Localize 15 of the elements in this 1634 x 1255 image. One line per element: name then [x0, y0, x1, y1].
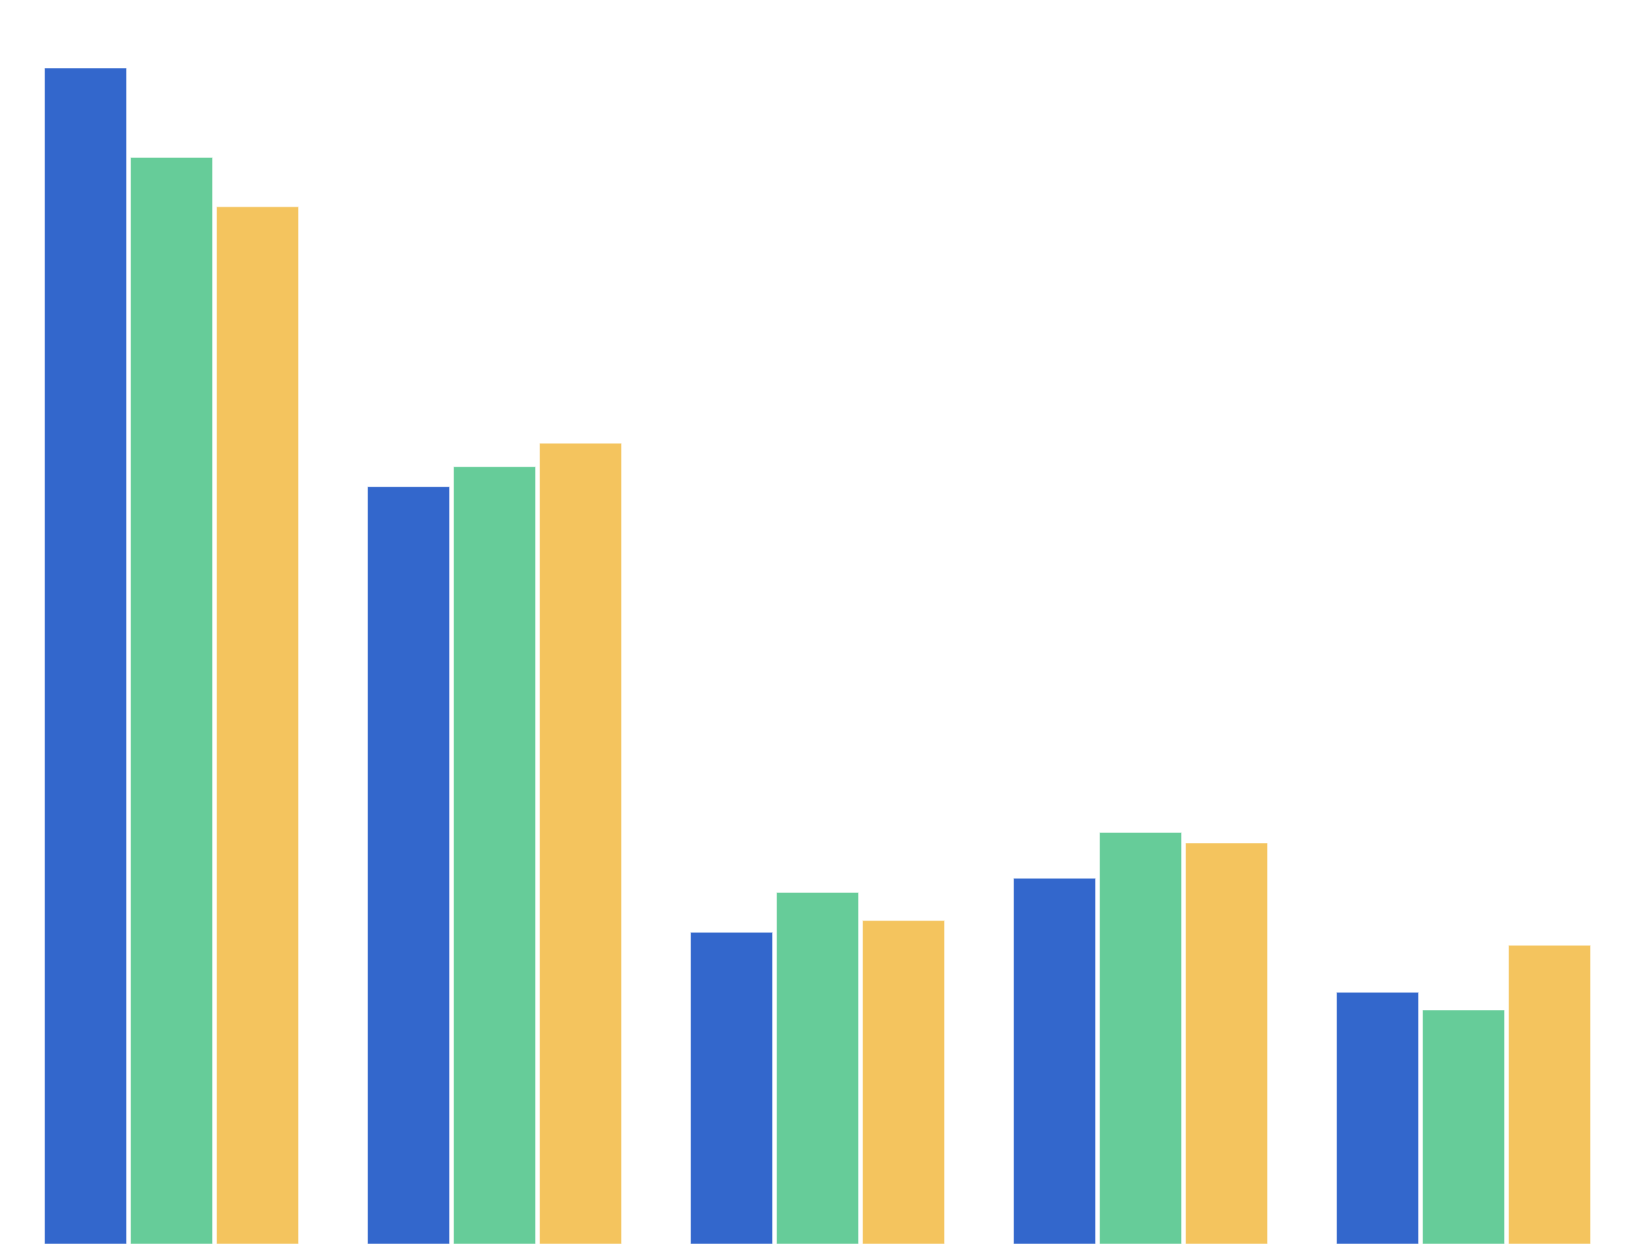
bar	[453, 466, 537, 1244]
bar	[776, 891, 860, 1244]
bar	[1508, 944, 1592, 1244]
bar	[690, 931, 774, 1244]
bar	[1336, 991, 1420, 1244]
bar	[539, 442, 623, 1244]
bar	[130, 156, 214, 1244]
bar	[44, 68, 128, 1244]
bar	[216, 206, 300, 1244]
bar	[862, 920, 946, 1244]
bar	[1422, 1009, 1506, 1244]
bar	[1099, 831, 1183, 1244]
bar	[367, 486, 451, 1244]
bar	[1185, 842, 1269, 1244]
bar	[1013, 877, 1097, 1244]
